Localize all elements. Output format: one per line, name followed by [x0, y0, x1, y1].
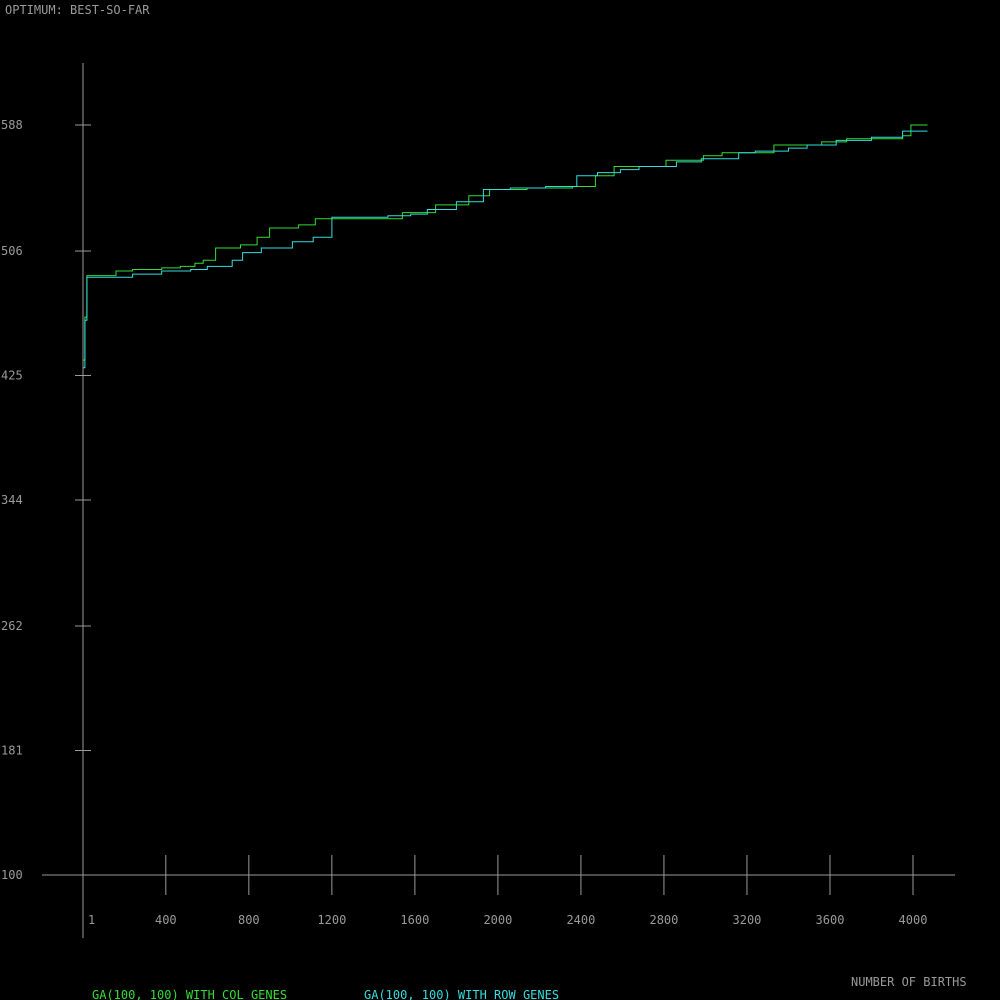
x-tick-label: 400: [155, 913, 177, 927]
x-axis-label: NUMBER OF BIRTHS: [851, 975, 967, 989]
x-tick-label: 4000: [899, 913, 928, 927]
x-tick-label: 3600: [816, 913, 845, 927]
x-tick-label: 3200: [733, 913, 762, 927]
series-lines: [83, 124, 928, 369]
series-line: [83, 124, 928, 361]
y-tick-label: 181: [1, 744, 23, 758]
y-ticks: 100 181 262 344 425 506 588: [1, 118, 91, 882]
x-tick-label: 1200: [317, 913, 346, 927]
y-tick-label: 425: [1, 369, 23, 383]
series-line: [83, 130, 928, 369]
y-tick-label: 344: [1, 493, 23, 507]
y-tick-label: 506: [1, 244, 23, 258]
chart-title: OPTIMUM: BEST-SO-FAR: [5, 3, 150, 17]
x-tick-label: 1600: [400, 913, 429, 927]
x-tick-label: 2400: [566, 913, 595, 927]
y-tick-label: 262: [1, 619, 23, 633]
x-ticks: 1 400 800 1200 1600 2000 2400 2800 3200 3600 4000: [88, 855, 927, 927]
y-tick-label: 588: [1, 118, 23, 132]
x-tick-label: 2800: [649, 913, 678, 927]
legend: GA(100, 100) WITH COL GENES GA(100, 100) …: [92, 988, 559, 1000]
x-tick-label: 800: [238, 913, 260, 927]
y-tick-label: 100: [1, 868, 23, 882]
legend-entry: GA(100, 100) WITH ROW GENES: [364, 988, 559, 1000]
legend-entry: GA(100, 100) WITH COL GENES: [92, 988, 287, 1000]
x-tick-label: 1: [88, 913, 95, 927]
x-tick-label: 2000: [483, 913, 512, 927]
